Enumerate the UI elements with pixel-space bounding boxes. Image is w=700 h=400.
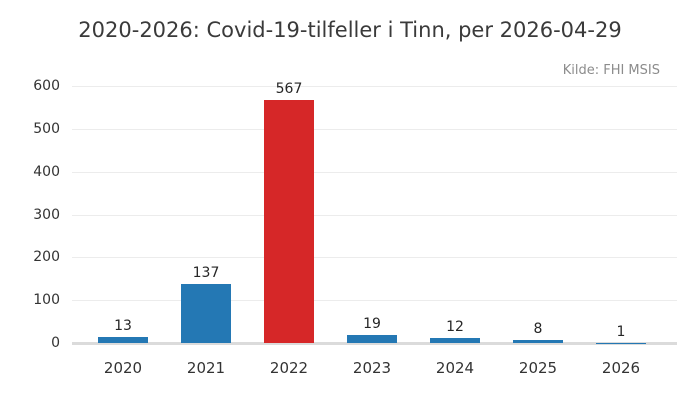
x-tick-label-2020: 2020 xyxy=(103,359,143,377)
plot-area: 13 137 567 19 12 8 1 xyxy=(72,81,677,345)
bar-2021 xyxy=(181,284,231,343)
y-tick-label-200: 200 xyxy=(33,249,60,266)
x-tick-label-2022: 2022 xyxy=(269,359,309,377)
bar-2026 xyxy=(596,342,646,343)
bar-value-label-2020: 13 xyxy=(114,318,132,335)
bar-2020 xyxy=(98,337,148,343)
gridline-y-300 xyxy=(72,214,677,216)
source-note: Kilde: FHI MSIS xyxy=(562,63,660,78)
bar-value-label-2023: 19 xyxy=(363,315,381,332)
gridline-y-200 xyxy=(72,257,677,259)
y-tick-label-100: 100 xyxy=(33,292,60,309)
bar-value-label-2021: 137 xyxy=(192,265,220,282)
gridline-y-100 xyxy=(72,300,677,302)
bar-2022 xyxy=(264,100,314,343)
y-tick-label-0: 0 xyxy=(51,335,60,351)
y-tick-label-300: 300 xyxy=(33,206,60,223)
x-tick-label-2026: 2026 xyxy=(601,359,641,377)
bar-2023 xyxy=(347,334,397,343)
chart-title: 2020-2026: Covid-19-tilfeller i Tinn, pe… xyxy=(78,18,622,42)
y-tick-label-600: 600 xyxy=(33,78,60,94)
bar-value-label-2025: 8 xyxy=(533,320,543,337)
bar-2025 xyxy=(513,339,563,343)
bar-value-label-2022: 567 xyxy=(275,81,303,98)
gridline-y-400 xyxy=(72,171,677,173)
bar-2024 xyxy=(430,337,480,343)
gridline-y-0 xyxy=(72,342,677,345)
bar-value-label-2024: 12 xyxy=(446,318,464,335)
x-tick-label-2021: 2021 xyxy=(186,359,226,377)
bar-value-label-2026: 1 xyxy=(616,323,626,340)
x-tick-label-2024: 2024 xyxy=(435,359,475,377)
x-tick-label-2023: 2023 xyxy=(352,359,392,377)
y-tick-label-500: 500 xyxy=(33,120,60,137)
gridline-y-600 xyxy=(72,86,677,87)
y-tick-label-400: 400 xyxy=(33,163,60,180)
gridline-y-500 xyxy=(72,128,677,130)
x-tick-label-2025: 2025 xyxy=(518,359,558,377)
